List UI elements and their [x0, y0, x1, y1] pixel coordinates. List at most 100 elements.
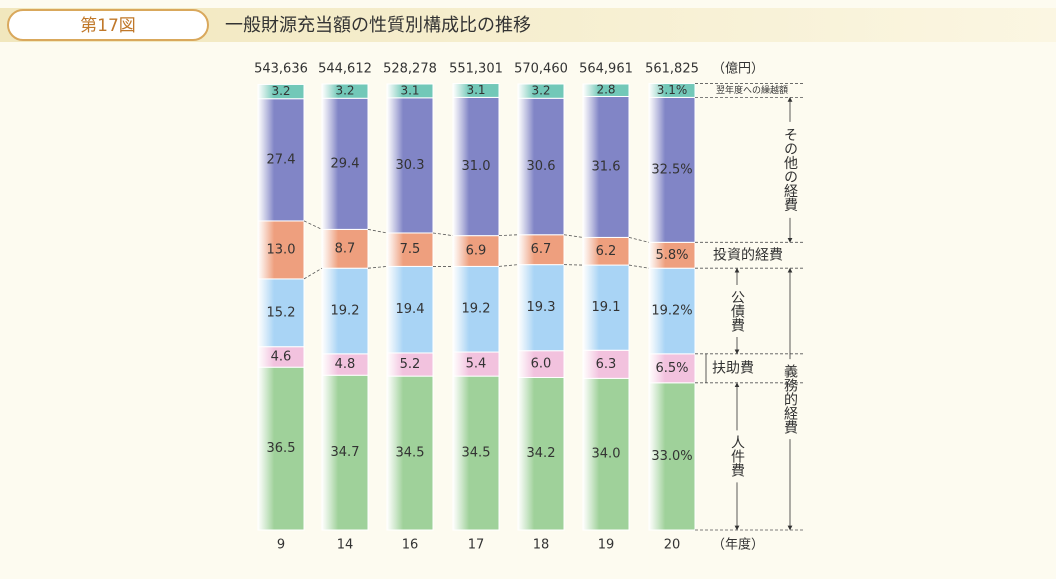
bar-segment	[321, 228, 369, 269]
bar-segment	[386, 83, 434, 99]
bar-segment	[386, 375, 434, 531]
total-label: 544,612	[318, 62, 372, 77]
value-label: 34.7	[331, 445, 360, 460]
series-label: 翌年度への繰越額	[716, 84, 788, 96]
connector	[367, 266, 388, 269]
value-label: 29.4	[331, 156, 360, 171]
value-label: 15.2	[267, 305, 296, 320]
value-label: 3.1	[400, 83, 419, 97]
series-label: 公債費	[729, 290, 745, 332]
value-label: 13.0	[267, 242, 296, 257]
series-label: その他の経費	[782, 128, 798, 212]
bar-segment	[517, 376, 565, 531]
bar-segment	[582, 83, 630, 97]
bar-segment	[321, 83, 369, 99]
value-label: 3.1%	[657, 83, 688, 97]
value-label: 6.3	[596, 357, 617, 372]
bar-segment	[386, 97, 434, 234]
value-label: 19.2	[462, 302, 491, 317]
bar-segment	[257, 83, 305, 100]
connector	[303, 220, 323, 230]
bar-segment	[517, 234, 565, 266]
bar-segment	[582, 349, 630, 379]
total-label: 551,301	[449, 62, 503, 77]
bar-segment	[648, 382, 696, 531]
value-label: 36.5	[267, 441, 296, 456]
value-label: 3.2	[335, 84, 354, 98]
bar-segment	[517, 83, 565, 99]
connector	[563, 234, 584, 238]
chart-title: 一般財源充当額の性質別構成比の推移	[225, 15, 531, 36]
value-label: 31.6	[592, 159, 621, 174]
value-label: 6.0	[531, 357, 552, 372]
figure-badge	[7, 9, 209, 41]
total-label: 561,825	[645, 62, 699, 77]
bar-segment	[452, 83, 500, 98]
series-label: 扶助費	[712, 360, 754, 376]
bar-segment	[452, 96, 500, 237]
x-tick-label: 18	[533, 538, 550, 553]
value-label: 4.6	[271, 349, 292, 364]
total-label: 528,278	[383, 62, 437, 77]
x-axis-label: （年度）	[712, 537, 764, 553]
connector	[303, 267, 323, 280]
total-label: 570,460	[514, 62, 568, 77]
figure-number: 第17図	[80, 16, 136, 36]
unit-label: （億円）	[712, 61, 764, 77]
total-label: 564,961	[579, 62, 633, 77]
bar-segment	[648, 267, 696, 355]
value-label: 6.9	[466, 244, 487, 259]
group-label: 義務的経費	[782, 363, 798, 434]
value-label: 6.2	[596, 244, 617, 259]
bar-segment	[452, 375, 500, 531]
value-label: 3.2	[531, 84, 550, 98]
value-label: 19.4	[396, 302, 425, 317]
value-label: 6.7	[531, 242, 552, 257]
bar-segment	[321, 267, 369, 355]
connector	[628, 264, 650, 269]
connector	[498, 234, 519, 237]
x-tick-label: 17	[468, 538, 485, 553]
bar-segment	[517, 264, 565, 352]
value-label: 19.3	[527, 300, 556, 315]
x-tick-label: 14	[337, 538, 354, 553]
x-tick-label: 19	[598, 538, 615, 553]
value-label: 34.0	[592, 447, 621, 462]
value-label: 34.2	[527, 446, 556, 461]
value-label: 5.8%	[655, 248, 688, 263]
value-label: 4.8	[335, 357, 356, 372]
bar-segment	[257, 366, 305, 531]
value-label: 33.0%	[651, 449, 692, 464]
value-label: 19.1	[592, 300, 621, 315]
value-label: 5.2	[400, 357, 421, 372]
value-label: 8.7	[335, 241, 356, 256]
bar-segment	[648, 83, 696, 98]
value-label: 30.3	[396, 158, 425, 173]
bar-segment	[321, 374, 369, 531]
connector	[432, 232, 454, 237]
connector	[498, 264, 519, 267]
bar-segment	[452, 351, 500, 377]
bar-segment	[321, 97, 369, 230]
value-label: 3.1	[466, 83, 485, 97]
bar-segment	[452, 235, 500, 267]
x-tick-label: 9	[277, 538, 285, 553]
value-label: 19.2%	[651, 304, 692, 319]
bar-segment	[648, 241, 696, 269]
value-label: 27.4	[267, 152, 296, 167]
value-label: 31.0	[462, 159, 491, 174]
value-label: 19.2	[331, 304, 360, 319]
value-label: 34.5	[462, 446, 491, 461]
value-label: 2.8	[596, 83, 615, 97]
value-label: 30.6	[527, 159, 556, 174]
x-tick-label: 16	[402, 538, 419, 553]
total-label: 543,636	[254, 62, 308, 77]
bar-segment	[517, 97, 565, 236]
bar-segment	[582, 377, 630, 531]
bar-segment	[386, 265, 434, 354]
connector	[367, 229, 388, 234]
series-label: 人件費	[729, 435, 745, 477]
value-label: 32.5%	[651, 162, 692, 177]
bar-segment	[648, 353, 696, 384]
